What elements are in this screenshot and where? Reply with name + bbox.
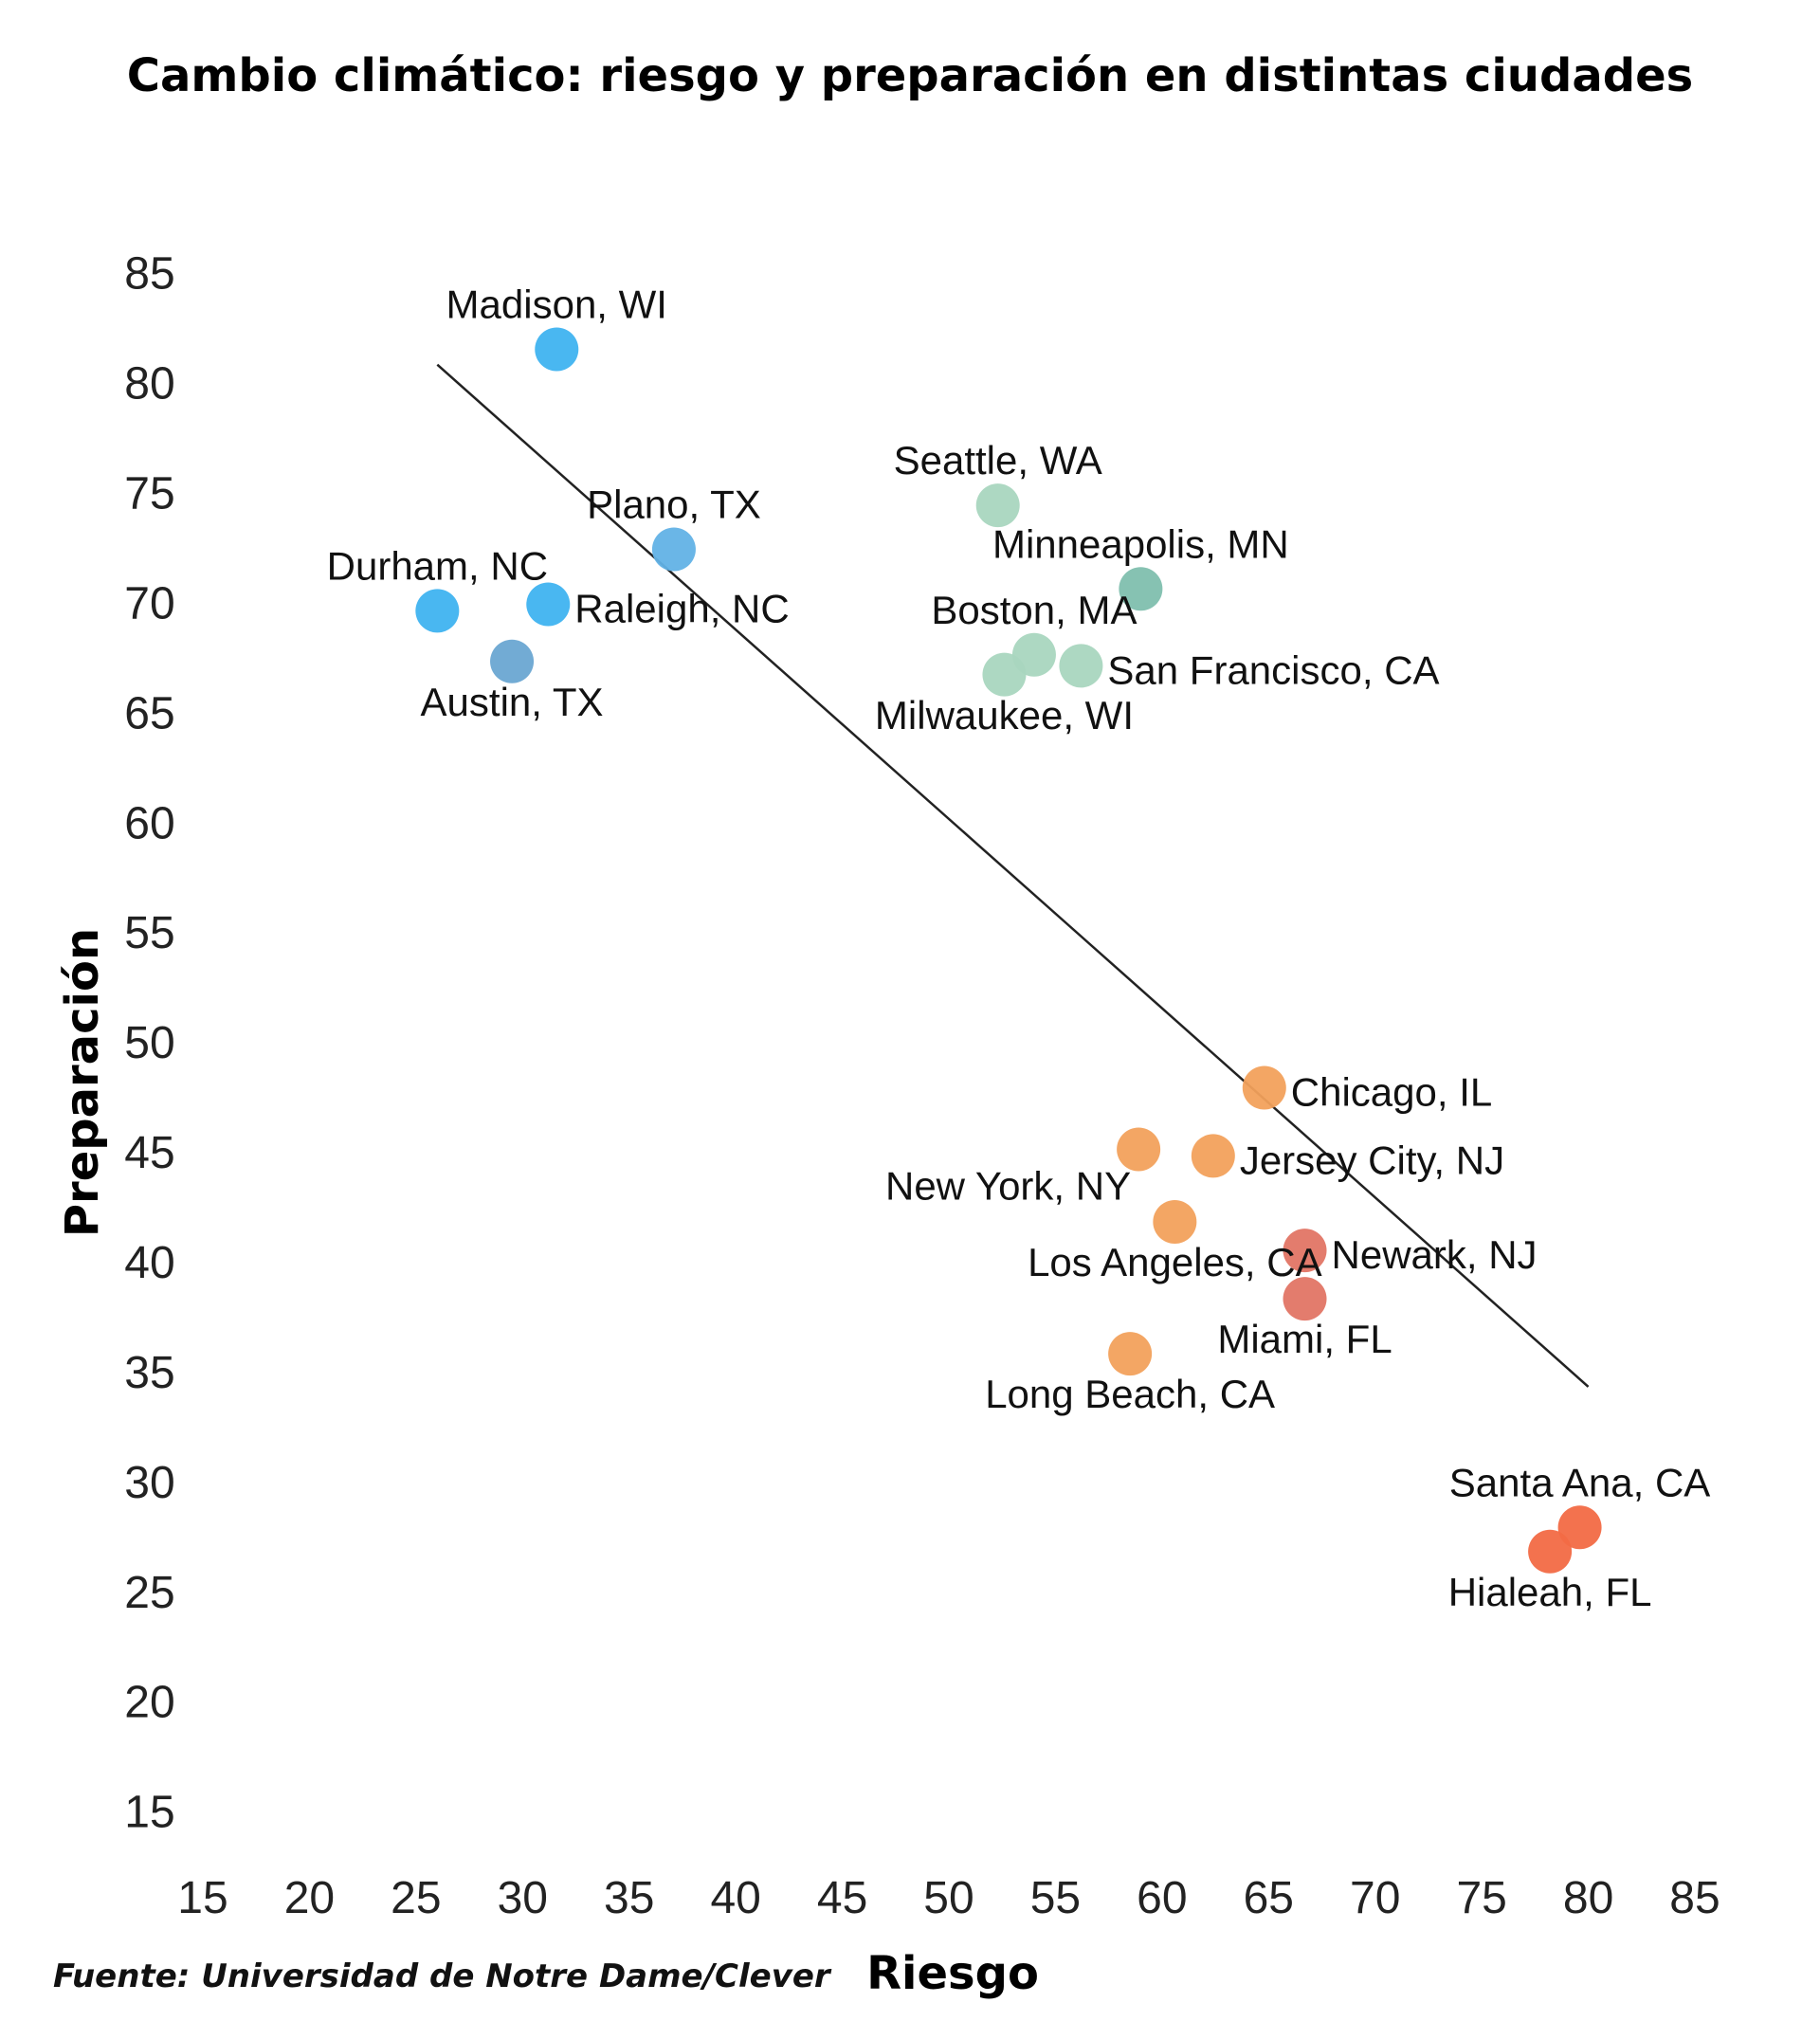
point-label: Newark, NJ [1332, 1232, 1538, 1277]
data-point [1153, 1199, 1197, 1244]
y-tick-label: 35 [124, 1348, 174, 1398]
point-label: Milwaukee, WI [875, 693, 1134, 737]
data-point [490, 639, 535, 683]
point-label: Hialeah, FL [1448, 1570, 1652, 1614]
data-point [1108, 1332, 1153, 1376]
x-tick-label: 50 [923, 1873, 974, 1923]
x-tick-label: 75 [1456, 1873, 1506, 1923]
point-label: Los Angeles, CA [1028, 1240, 1322, 1284]
x-tick-label: 80 [1563, 1873, 1613, 1923]
y-tick-label: 70 [124, 578, 174, 628]
x-tick-label: 70 [1350, 1873, 1400, 1923]
y-tick-label: 60 [124, 798, 174, 848]
data-points [415, 327, 1602, 1574]
x-tick-label: 65 [1244, 1873, 1294, 1923]
point-label: Durham, NC [327, 544, 548, 589]
x-tick-label: 60 [1137, 1873, 1187, 1923]
data-point [535, 327, 579, 372]
y-tick-label: 80 [124, 359, 174, 410]
x-axis-ticks: 15 20 25 30 35 40 45 50 55 60 65 70 75 80 85 [177, 1873, 1720, 1923]
point-label: Plano, TX [587, 482, 761, 527]
x-tick-label: 15 [177, 1873, 228, 1923]
x-tick-label: 20 [284, 1873, 335, 1923]
y-tick-label: 15 [124, 1788, 174, 1838]
point-label: Long Beach, CA [985, 1372, 1275, 1416]
point-label: Austin, TX [421, 680, 604, 724]
point-label: Seattle, WA [894, 438, 1102, 482]
y-tick-label: 40 [124, 1238, 174, 1288]
data-point [975, 483, 1020, 528]
x-tick-label: 40 [710, 1873, 760, 1923]
chart-title: Cambio climático: riesgo y preparación e… [126, 49, 1694, 102]
point-label: Raleigh, NC [574, 587, 789, 631]
y-tick-label: 25 [124, 1568, 174, 1618]
data-point [1283, 1277, 1327, 1321]
trendline-group [436, 363, 1590, 1388]
data-point [415, 589, 460, 633]
point-labels: Madison, WI Plano, TX Durham, NC Raleigh, N… [327, 282, 1711, 1614]
data-point [1528, 1529, 1573, 1574]
data-point [1283, 1229, 1327, 1273]
y-tick-label: 30 [124, 1458, 174, 1508]
data-point [1059, 644, 1103, 688]
data-point [1117, 1127, 1161, 1172]
point-label: Minneapolis, MN [992, 521, 1289, 566]
x-tick-label: 85 [1669, 1873, 1720, 1923]
data-point [1119, 567, 1163, 611]
point-label: Jersey City, NJ [1240, 1138, 1504, 1183]
y-tick-label: 50 [124, 1018, 174, 1068]
source-note: Fuente: Universidad de Notre Dame/Clever [53, 1957, 832, 1995]
data-point [1557, 1505, 1602, 1550]
y-tick-label: 65 [124, 688, 174, 738]
y-axis-ticks: 15 20 25 30 35 40 45 50 55 60 65 70 75 80 85 [124, 249, 174, 1838]
x-axis-label: Riesgo [866, 1947, 1039, 2000]
y-tick-label: 45 [124, 1128, 174, 1178]
x-tick-label: 30 [498, 1873, 548, 1923]
y-axis-label: Preparación [56, 928, 109, 1237]
point-label: Miami, FL [1217, 1317, 1392, 1361]
y-tick-label: 85 [124, 249, 174, 300]
y-tick-label: 55 [124, 908, 174, 958]
x-tick-label: 35 [604, 1873, 654, 1923]
data-point [1242, 1065, 1286, 1110]
point-label: San Francisco, CA [1107, 647, 1439, 692]
data-point [526, 582, 571, 627]
x-tick-label: 55 [1030, 1873, 1081, 1923]
point-label: Madison, WI [446, 282, 667, 327]
trendline [436, 363, 1590, 1388]
data-point [982, 652, 1027, 697]
data-point [1191, 1134, 1235, 1178]
y-tick-label: 75 [124, 469, 174, 519]
y-tick-label: 20 [124, 1678, 174, 1728]
x-tick-label: 25 [391, 1873, 441, 1923]
point-label: Santa Ana, CA [1449, 1460, 1711, 1504]
data-point [651, 527, 696, 572]
point-label: New York, NY [885, 1164, 1131, 1209]
point-label: Chicago, IL [1291, 1070, 1492, 1115]
point-label: Boston, MA [931, 588, 1137, 632]
x-tick-label: 45 [817, 1873, 867, 1923]
